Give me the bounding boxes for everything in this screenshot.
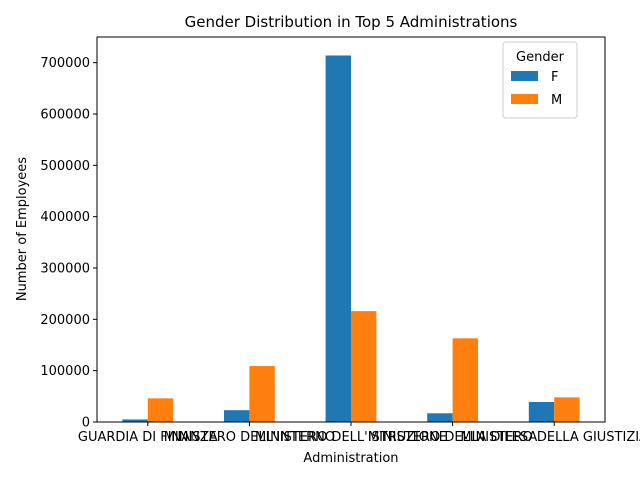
y-tick-label: 600000 — [40, 108, 90, 123]
bar-m-4 — [452, 338, 478, 422]
legend-swatch-f — [511, 71, 538, 81]
legend-title: Gender — [516, 50, 565, 65]
x-tick-label: MINISTERO DELLA GIUSTIZIA — [460, 430, 640, 445]
bar-m-1 — [147, 398, 174, 422]
legend: Gender FM — [502, 41, 578, 119]
x-axis-label: Administration — [303, 451, 398, 466]
bar-f-1 — [122, 419, 148, 422]
y-tick-label: 0 — [82, 416, 90, 431]
y-axis: 0 100000 200000 300000 400000 500000 600000 700… — [40, 56, 97, 431]
x-tick-label: MINISTERO DELL'ISTRUZIONE — [255, 430, 447, 445]
x-tick-label: MINISTERO DELL'INTERNO — [164, 430, 335, 445]
y-tick-label: 100000 — [40, 364, 90, 379]
bar-f-5 — [528, 401, 555, 422]
bar-m-2 — [249, 366, 275, 422]
y-tick-label: 200000 — [40, 313, 90, 328]
y-axis-label: Number of Employees — [15, 157, 30, 301]
chart-title: Gender Distribution in Top 5 Administrat… — [185, 13, 518, 31]
legend-label-f: F — [551, 70, 558, 85]
bar-f-3 — [325, 55, 351, 422]
bar-m-3 — [351, 311, 377, 422]
legend-items: FM — [511, 70, 562, 108]
x-tick-label: MINISTERO DELLA DIFESA — [368, 430, 537, 445]
y-tick-label: 300000 — [40, 262, 90, 277]
bar-f-4 — [427, 413, 453, 422]
bar-m-5 — [554, 397, 580, 422]
legend-swatch-m — [511, 94, 538, 104]
y-tick-label: 500000 — [40, 159, 90, 174]
x-tick-label: GUARDIA DI FINANZA — [78, 430, 218, 445]
y-tick-label: 400000 — [40, 210, 90, 225]
bar-f-2 — [224, 410, 250, 422]
y-tick-label: 700000 — [40, 56, 90, 71]
legend-label-m: M — [551, 93, 562, 108]
plot-area — [96, 36, 606, 423]
